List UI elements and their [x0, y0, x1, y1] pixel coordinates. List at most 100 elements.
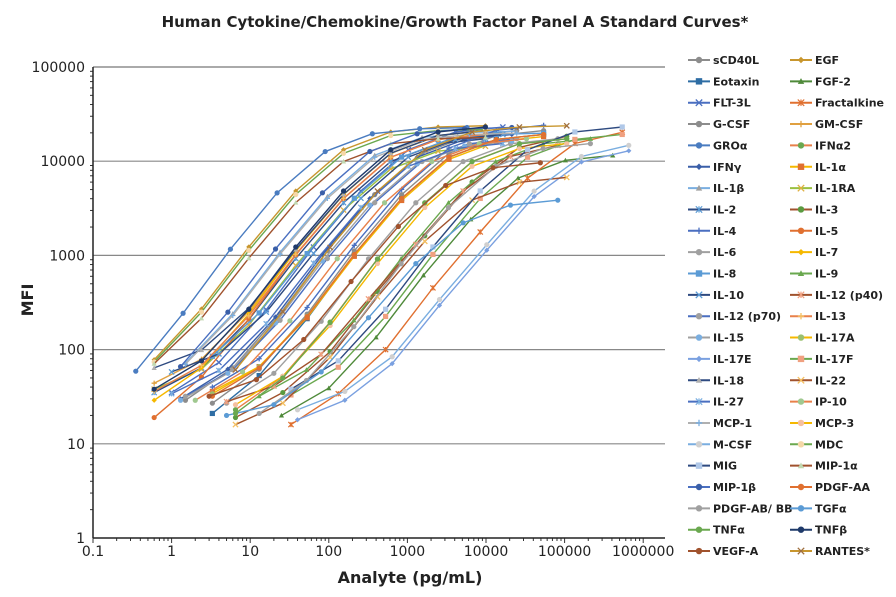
data-point	[293, 251, 299, 257]
legend-marker-icon	[797, 419, 805, 427]
data-point	[294, 407, 301, 413]
legend-item: TNFα	[688, 524, 745, 537]
data-point	[223, 398, 230, 405]
legend-item: IL-1α	[790, 161, 846, 174]
legend-label: TNFα	[713, 524, 745, 537]
data-point	[382, 313, 389, 320]
data-point	[168, 390, 175, 397]
data-point	[263, 306, 270, 313]
legend-item: FGF-2	[790, 75, 851, 88]
legend-label: MIG	[713, 460, 737, 473]
data-point	[507, 202, 514, 208]
data-point	[626, 142, 632, 148]
data-point	[215, 367, 222, 374]
series-vegf-a	[206, 160, 543, 399]
series-line	[153, 126, 486, 390]
data-point	[342, 388, 348, 394]
legend-item: MDC	[790, 438, 843, 451]
legend-item: IL-1RA	[790, 182, 856, 195]
legend-marker-icon	[695, 291, 703, 299]
data-point	[327, 319, 333, 326]
data-point	[469, 163, 475, 169]
legend-label: Eotaxin	[713, 75, 759, 88]
data-point	[324, 195, 331, 201]
data-point	[225, 366, 231, 372]
data-point	[351, 195, 357, 201]
legend-marker-icon	[797, 270, 805, 277]
y-tick-label: 1000	[49, 248, 85, 264]
chart-title: Human Cytokine/Chemokine/Growth Factor P…	[162, 13, 749, 31]
legend-marker-icon	[797, 313, 805, 320]
series-mig	[288, 124, 625, 392]
data-point	[151, 365, 157, 370]
data-point	[133, 368, 139, 374]
data-point	[515, 175, 521, 181]
series-line	[226, 138, 558, 404]
legend-label: IL-7	[815, 246, 838, 259]
data-point	[555, 197, 561, 203]
data-point	[469, 158, 475, 165]
series-il-27	[168, 140, 506, 397]
legend-marker-icon	[695, 99, 703, 107]
data-point	[420, 272, 427, 278]
legend-item: IL-12 (p40)	[790, 289, 883, 302]
data-point	[293, 200, 299, 205]
legend-marker-icon	[695, 441, 703, 448]
data-point	[271, 402, 277, 408]
y-tick-label: 10	[67, 437, 85, 453]
data-point	[340, 158, 347, 164]
data-point	[374, 188, 381, 195]
data-point	[287, 318, 293, 324]
data-point	[322, 148, 328, 155]
legend-item: IL-17F	[790, 353, 854, 366]
legend-marker-icon	[695, 78, 703, 85]
data-point	[429, 284, 436, 291]
data-point	[232, 366, 239, 373]
data-point	[388, 147, 394, 153]
legend-marker-icon	[695, 270, 703, 277]
data-point	[422, 204, 428, 211]
y-tick-label: 100	[58, 343, 85, 359]
legend-item: IL-17E	[688, 353, 752, 366]
data-point	[389, 354, 395, 360]
legend-label: IL-22	[815, 374, 846, 387]
legend-label: FLT-3L	[713, 97, 751, 110]
series-line	[226, 199, 558, 417]
data-point	[232, 414, 239, 421]
data-point	[435, 136, 441, 141]
data-point	[334, 256, 340, 262]
legend-marker-icon	[695, 547, 703, 555]
data-point	[351, 324, 357, 330]
legend-item: IL-10	[688, 289, 744, 302]
data-point	[374, 260, 381, 267]
legend-item: TNFβ	[790, 524, 847, 537]
data-point	[256, 310, 262, 316]
legend-label: IL-2	[713, 203, 736, 216]
legend-item: M-CSF	[688, 438, 752, 451]
data-point	[327, 244, 334, 251]
data-point	[405, 154, 412, 161]
data-point	[587, 141, 594, 147]
series-line	[194, 138, 527, 401]
legend-marker-icon	[695, 163, 703, 170]
legend-label: IL-17F	[815, 353, 854, 366]
legend-label: FGF-2	[815, 75, 851, 88]
legend-marker-icon	[695, 419, 703, 427]
legend-item: sCD40L	[688, 54, 759, 67]
data-point	[516, 141, 523, 147]
legend-item: EGF	[790, 54, 839, 67]
series-line	[153, 129, 486, 369]
series-line	[211, 133, 544, 397]
data-point	[209, 410, 215, 417]
series-line	[171, 133, 503, 373]
data-point	[318, 369, 324, 375]
data-point	[351, 251, 357, 258]
data-point	[367, 148, 373, 155]
legend-marker-icon	[695, 526, 703, 533]
data-point	[277, 251, 283, 257]
series-il-17e	[294, 148, 632, 423]
legend-label: M-CSF	[713, 438, 752, 451]
data-point	[151, 397, 157, 403]
data-point	[340, 191, 347, 197]
legend-marker-icon	[797, 248, 805, 256]
